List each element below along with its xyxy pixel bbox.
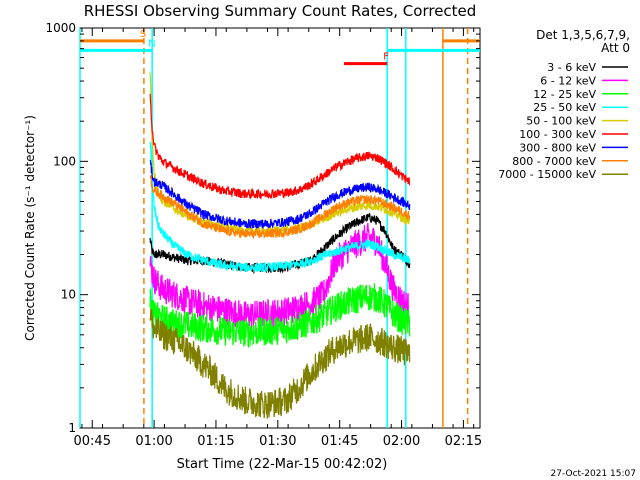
legend-entry-label: 800 - 7000 keV <box>512 155 596 168</box>
flag-label: F <box>383 52 389 63</box>
x-tick-label: 01:45 <box>321 434 358 449</box>
x-tick-label: 01:30 <box>259 434 296 449</box>
chart-title: RHESSI Observing Summary Count Rates, Co… <box>84 2 477 20</box>
legend-entry-label: 50 - 100 keV <box>526 115 596 128</box>
legend-entry-label: 12 - 25 keV <box>533 88 596 101</box>
legend-entry-label: 100 - 300 keV <box>519 128 596 141</box>
series-line-2 <box>149 283 411 349</box>
plot-frame <box>79 27 481 429</box>
series-line-7 <box>149 175 411 239</box>
x-axis-label: Start Time (22-Mar-15 00:42:02) <box>177 457 388 472</box>
x-tick-label: 02:00 <box>383 434 420 449</box>
legend-entry-label: 300 - 800 keV <box>519 141 596 154</box>
legend-header-line-2: Att 0 <box>601 41 630 55</box>
y-tick-label: 1000 <box>45 21 76 35</box>
legend-entry-label: 3 - 6 keV <box>547 61 596 74</box>
legend-entry-label: 7000 - 15000 keV <box>498 168 596 181</box>
x-axis: 00:45 01:00 01:15 01:30 01:45 02:00 02:15 <box>74 28 482 449</box>
series-line-1 <box>149 223 410 329</box>
x-tick-label: 01:15 <box>197 434 234 449</box>
flag-label: N <box>148 38 155 49</box>
flag-markers: SN F <box>79 28 480 428</box>
y-tick-label: 1 <box>68 421 76 435</box>
flag-label: S <box>140 29 146 40</box>
series-line-4 <box>149 72 411 237</box>
x-tick-label: 01:00 <box>135 434 172 449</box>
y-tick-label: 10 <box>61 288 76 302</box>
series-line-6 <box>149 159 411 229</box>
series-line-3 <box>149 141 411 273</box>
series-lines <box>149 72 411 419</box>
legend-header-line-1: Det 1,3,5,6,7,9, <box>536 28 630 42</box>
footer-timestamp: 27-Oct-2021 15:07 <box>551 469 636 479</box>
series-line-8 <box>149 308 411 419</box>
y-axis: 1 10 100 1000 <box>45 21 480 435</box>
legend-entry-label: 25 - 50 keV <box>533 101 596 114</box>
plot-area: SN F <box>79 27 481 429</box>
x-tick-label: 02:15 <box>445 434 482 449</box>
y-tick-label: 100 <box>53 154 76 168</box>
y-axis-label: Corrected Count Rate (s⁻¹ detector⁻¹) <box>23 115 37 341</box>
series-line-5 <box>149 93 411 200</box>
legend-entry-label: 6 - 12 keV <box>540 74 596 87</box>
x-tick-label: 00:45 <box>74 434 111 449</box>
